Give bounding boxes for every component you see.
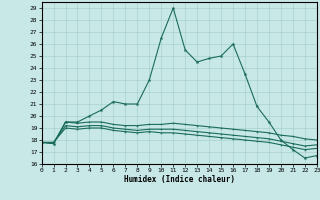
X-axis label: Humidex (Indice chaleur): Humidex (Indice chaleur) <box>124 175 235 184</box>
